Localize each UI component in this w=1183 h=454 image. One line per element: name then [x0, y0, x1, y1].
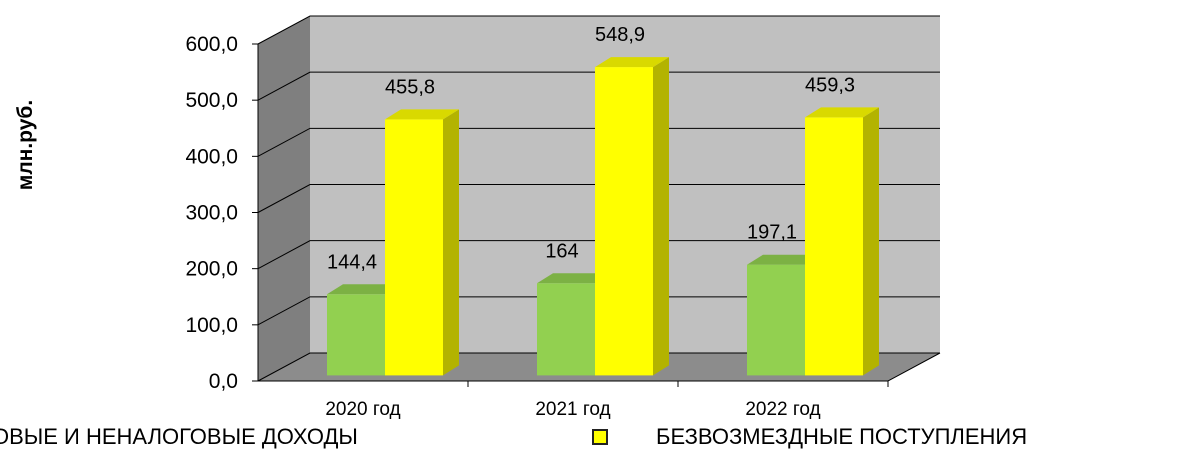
bar-top: [805, 107, 879, 118]
bar-side: [653, 57, 669, 376]
bar-top: [385, 109, 459, 120]
bar-chart: 0,0 100,0 200,0 300,0 400,0 500,0 600,0 2020 г…: [185, 15, 941, 420]
y-tick-labels: 0,0 100,0 200,0 300,0 400,0 500,0 600,0: [185, 33, 238, 393]
y-tick-label: 600,0: [185, 33, 238, 56]
gridline: [257, 296, 940, 326]
x-tick-label: 2021 год: [535, 399, 610, 420]
data-label: 455,8: [385, 76, 435, 98]
data-label: 548,9: [595, 24, 645, 46]
y-tick-label: 200,0: [185, 258, 238, 281]
legend-item-grants: БЕЗВОЗМЕЗДНЫЕ ПОСТУПЛЕНИЯ: [592, 424, 1027, 450]
bar-front: [805, 117, 863, 376]
bar-side: [443, 109, 459, 376]
legend-label-tax: ОВЫЕ И НЕНАЛОГОВЫЕ ДОХОДЫ: [0, 424, 358, 449]
y-axis-title-box: млн.руб.: [6, 60, 46, 230]
y-tick-label: 300,0: [185, 202, 238, 225]
x-tick-label: 2022 год: [745, 399, 820, 420]
gridline: [257, 15, 940, 45]
bar-front: [595, 67, 653, 376]
bar-top: [537, 273, 611, 284]
legend-item-tax: ОВЫЕ И НЕНАЛОГОВЫЕ ДОХОДЫ: [0, 424, 358, 450]
gridline: [257, 184, 940, 213]
bar-front: [327, 294, 385, 376]
bar-front: [537, 283, 595, 376]
y-tick-label: 0,0: [209, 370, 238, 393]
gridline: [257, 71, 940, 101]
bar-front: [385, 119, 443, 376]
gridline: [257, 240, 940, 270]
y-tick-label: 500,0: [185, 89, 238, 112]
x-tick-labels: 2020 год 2021 год 2022 год: [325, 381, 889, 420]
bar-front: [747, 264, 805, 376]
gridline: [257, 127, 940, 157]
legend: ОВЫЕ И НЕНАЛОГОВЫЕ ДОХОДЫ БЕЗВОЗМЕЗДНЫЕ …: [0, 424, 1183, 454]
gridline: [257, 352, 940, 382]
x-tick-label: 2020 год: [325, 399, 400, 420]
y-axis-title: млн.руб.: [14, 99, 37, 191]
data-label: 197,1: [747, 222, 797, 244]
bar-yellow-1: [595, 57, 669, 376]
bars: [327, 57, 879, 376]
data-label: 164: [545, 240, 578, 262]
data-label: 459,3: [805, 74, 855, 96]
legend-swatch-yellow: [592, 429, 608, 445]
bar-top: [327, 284, 401, 295]
data-labels: 144,4 455,8 164 548,9 197,1 459,3: [327, 24, 855, 273]
data-label: 144,4: [327, 251, 377, 273]
legend-label-grants: БЕЗВОЗМЕЗДНЫЕ ПОСТУПЛЕНИЯ: [656, 424, 1028, 449]
bar-top: [595, 57, 669, 68]
y-tick-label: 400,0: [185, 145, 238, 168]
bar-side: [863, 107, 879, 376]
bar-yellow-0: [385, 109, 459, 376]
y-tick-label: 100,0: [185, 314, 238, 337]
bar-top: [747, 254, 821, 265]
bar-yellow-2: [805, 107, 879, 376]
